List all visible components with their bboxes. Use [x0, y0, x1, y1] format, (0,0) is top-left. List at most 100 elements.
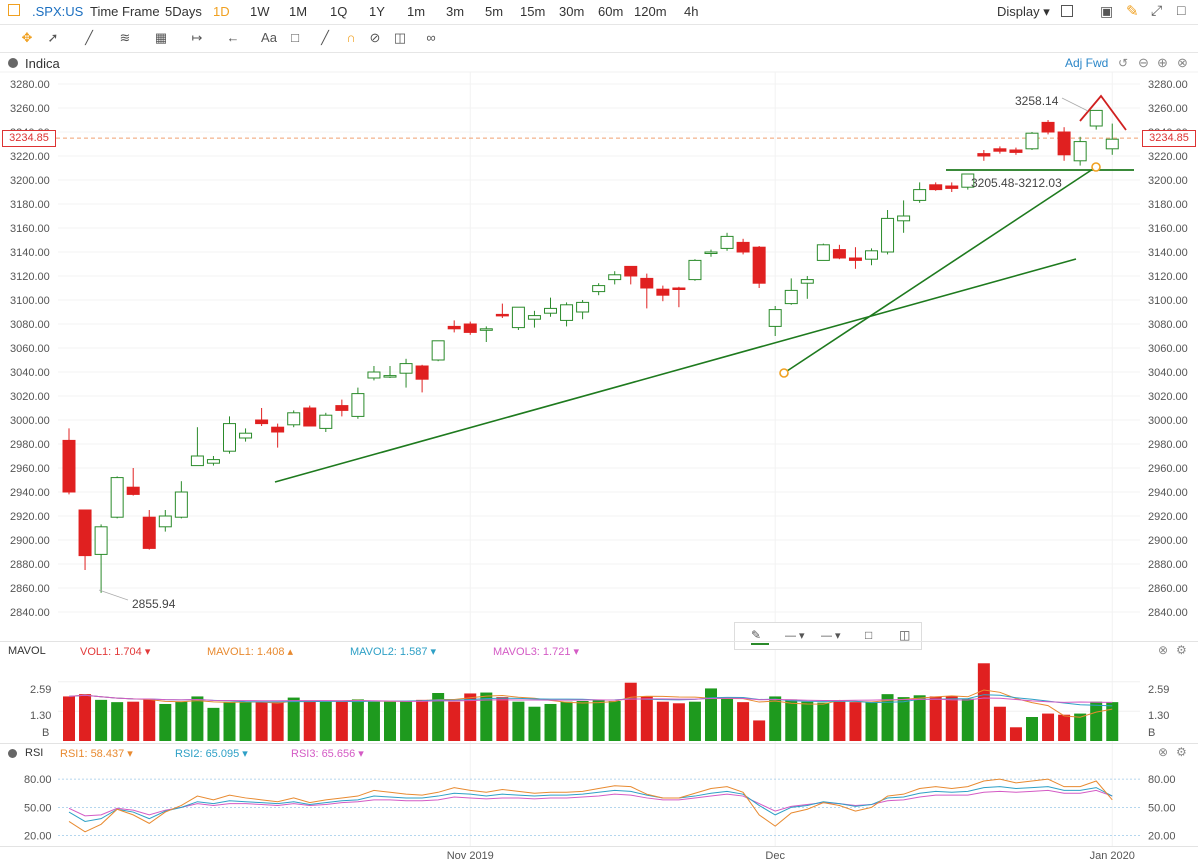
timeframe-120m[interactable]: 120m: [634, 4, 667, 19]
candle[interactable]: [174, 481, 188, 519]
candle[interactable]: [94, 524, 108, 593]
candle[interactable]: [816, 243, 830, 261]
candle[interactable]: [1073, 136, 1087, 166]
timeframe-1W[interactable]: 1W: [250, 4, 270, 19]
close-icon[interactable]: ⊗: [1177, 55, 1188, 70]
candle[interactable]: [223, 416, 236, 454]
crosshair-icon[interactable]: ✥: [21, 30, 33, 45]
rsi-settings-icon[interactable]: ⚙: [1176, 745, 1187, 759]
fullscreen-icon[interactable]: ⤢: [1151, 2, 1163, 18]
candle[interactable]: [303, 405, 317, 427]
line-icon[interactable]: ➚: [47, 30, 59, 45]
candle[interactable]: [672, 286, 686, 308]
volume-legend-item[interactable]: VOL1: 1.704 ▾: [80, 646, 151, 658]
candle[interactable]: [158, 510, 172, 532]
candle[interactable]: [190, 427, 204, 467]
candle[interactable]: [913, 182, 927, 203]
volume-close-icon[interactable]: ⊗: [1158, 643, 1169, 657]
candle[interactable]: [929, 182, 943, 191]
candle[interactable]: [110, 476, 124, 519]
candle[interactable]: [335, 399, 349, 417]
candle[interactable]: [977, 150, 991, 161]
volume-legend-item[interactable]: MAVOL3: 1.721 ▾: [493, 646, 580, 658]
candle[interactable]: [720, 232, 734, 251]
anchor-point[interactable]: [779, 368, 789, 378]
timeframe-60m[interactable]: 60m: [598, 4, 624, 19]
candle[interactable]: [1057, 127, 1071, 161]
candle[interactable]: [239, 428, 253, 442]
candle[interactable]: [945, 182, 959, 192]
pencil-icon[interactable]: ✎: [1126, 3, 1139, 20]
candle[interactable]: [255, 408, 269, 426]
candle[interactable]: [688, 259, 702, 281]
display-menu[interactable]: Display ▾: [997, 4, 1050, 19]
candle[interactable]: [592, 283, 606, 296]
rsi-legend-item[interactable]: RSI3: 65.656 ▾: [291, 748, 364, 760]
rsi-legend-item[interactable]: RSI2: 65.095 ▾: [175, 748, 248, 760]
arrow-icon[interactable]: ←: [226, 30, 240, 45]
candle[interactable]: [993, 146, 1007, 154]
candle[interactable]: [399, 358, 413, 388]
candle[interactable]: [351, 387, 365, 419]
candle[interactable]: [560, 302, 574, 327]
candle[interactable]: [479, 326, 493, 342]
peak-marker[interactable]: [1079, 94, 1127, 131]
candle[interactable]: [768, 306, 782, 336]
candle[interactable]: [319, 412, 333, 432]
candle[interactable]: [206, 456, 220, 466]
timeframe-1M[interactable]: 1M: [289, 4, 308, 19]
magnet-icon[interactable]: ∩: [346, 30, 356, 45]
candle[interactable]: [608, 271, 622, 285]
candle[interactable]: [447, 320, 461, 333]
candle[interactable]: [78, 509, 92, 570]
candle[interactable]: [511, 306, 525, 330]
zoom-in-icon[interactable]: ⊕: [1157, 55, 1168, 70]
hide-icon[interactable]: ⊘: [369, 30, 381, 45]
candle[interactable]: [704, 249, 718, 257]
clone-icon[interactable]: □: [865, 628, 873, 642]
candle[interactable]: [1025, 132, 1039, 150]
adjust-label[interactable]: Adj Fwd: [1065, 56, 1109, 70]
candle[interactable]: [656, 285, 670, 302]
volume-legend-item[interactable]: MAVOL1: 1.408 ▴: [207, 646, 294, 658]
link-icon[interactable]: ∞: [426, 30, 436, 45]
timeframe-30m[interactable]: 30m: [559, 4, 585, 19]
line-style-button[interactable]: — ▾: [785, 630, 805, 642]
undo-icon[interactable]: ↺: [1118, 56, 1129, 70]
trend-line-long[interactable]: [274, 258, 1077, 483]
candle[interactable]: [415, 364, 429, 393]
candle[interactable]: [142, 510, 156, 550]
timeframe-1Y[interactable]: 1Y: [369, 4, 385, 19]
candle[interactable]: [544, 297, 557, 317]
candle[interactable]: [1041, 120, 1055, 135]
rsi-close-icon[interactable]: ⊗: [1158, 745, 1169, 759]
rsi-collapse-icon[interactable]: [8, 749, 17, 758]
camera-icon[interactable]: ▣: [1100, 3, 1114, 19]
trend-line-steep[interactable]: [783, 166, 1097, 374]
brush-icon[interactable]: ╱: [321, 30, 329, 45]
layout-icon[interactable]: [1061, 5, 1073, 17]
timeframe-4h[interactable]: 4h: [684, 4, 699, 19]
candle[interactable]: [1105, 123, 1119, 155]
candle[interactable]: [271, 423, 285, 448]
candle[interactable]: [527, 310, 541, 328]
candle[interactable]: [624, 265, 638, 285]
candle[interactable]: [752, 246, 766, 288]
candle[interactable]: [62, 428, 76, 495]
panel-toggle-icon[interactable]: [8, 4, 20, 16]
anchor-point[interactable]: [1091, 162, 1101, 172]
measure-icon[interactable]: ↦: [191, 30, 203, 45]
zoom-out-icon[interactable]: ⊖: [1138, 55, 1149, 70]
timeframe-1Q[interactable]: 1Q: [330, 4, 348, 19]
pattern-icon[interactable]: ≋: [119, 30, 131, 45]
candle[interactable]: [463, 321, 477, 335]
candle[interactable]: [640, 273, 654, 309]
candle[interactable]: [383, 366, 397, 378]
candle[interactable]: [784, 278, 798, 305]
candle[interactable]: [431, 340, 445, 362]
ray-icon[interactable]: ╱: [85, 30, 93, 45]
volume-legend-item[interactable]: MAVOL2: 1.587 ▾: [350, 646, 437, 658]
delete-icon[interactable]: ◫: [899, 628, 911, 642]
timeframe-1m[interactable]: 1m: [407, 4, 426, 19]
candle[interactable]: [495, 303, 509, 318]
